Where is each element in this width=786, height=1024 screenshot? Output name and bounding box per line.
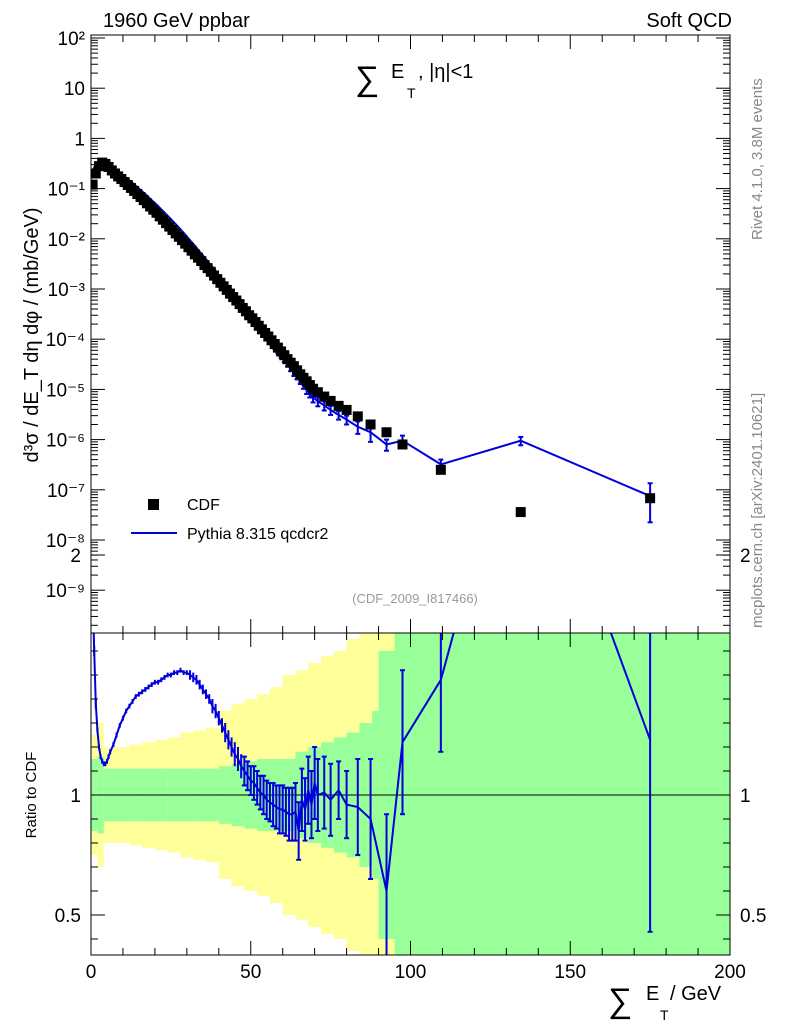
main-ylabel: d³σ / dE_T dη dφ / (mb/GeV)	[21, 207, 43, 462]
mcplots-label: mcplots.cern.ch [arXiv:2401.10621]	[749, 393, 766, 628]
cdf-data-point	[365, 419, 376, 430]
rivet-version-label: Rivet 4.1.0, 3.8M events	[749, 78, 766, 240]
ratio-y-tick-label-right: 1	[740, 786, 751, 807]
ratio-pythia-line	[92, 633, 652, 892]
main-plot-title: ∑ E T , |η|<1	[355, 60, 473, 101]
legend-label-cdf: CDF	[187, 497, 220, 514]
x-tick-label: 200	[714, 962, 746, 983]
x-tick-label: 50	[240, 962, 261, 983]
y-tick-label: 10⁻²	[48, 230, 86, 251]
ratio-y-tick-label: 1	[70, 786, 81, 807]
cdf-data-point	[333, 400, 344, 411]
ratio-ylabel: Ratio to CDF	[23, 752, 40, 839]
stat-band	[522, 633, 571, 955]
cdf-data-point	[397, 439, 408, 450]
xlabel-variable: E	[646, 983, 659, 1005]
y-tick-label: 1	[74, 129, 85, 150]
cdf-data-point	[325, 395, 336, 406]
x-tick-label: 0	[86, 962, 97, 983]
ratio-xlabel: ∑ E T / GeV	[608, 982, 722, 1023]
cdf-data-point	[515, 507, 526, 518]
stat-band	[442, 633, 475, 955]
y-tick-label: 10⁻³	[48, 280, 86, 301]
stat-band	[410, 633, 443, 955]
ratio-y-tick-label: 0.5	[55, 906, 81, 927]
title-cut: , |η|<1	[418, 61, 473, 83]
x-tick-label: 150	[554, 962, 586, 983]
xlabel-sum-symbol: ∑	[608, 982, 632, 1020]
xlabel-unit: / GeV	[670, 983, 722, 1005]
y-tick-label: 10	[64, 79, 85, 100]
y-tick-label: 10⁻¹	[48, 180, 86, 201]
title-variable: E	[391, 61, 404, 83]
analysis-id-label: (CDF_2009_I817466)	[352, 591, 478, 606]
legend-label-pythia: Pythia 8.315 qcdcr2	[187, 526, 329, 543]
y-tick-label: 10⁻⁴	[46, 330, 85, 351]
y-tick-label: 10⁻⁹	[46, 581, 85, 602]
cdf-data-point	[312, 387, 323, 398]
ratio-y-tick-label-right: 2	[740, 546, 751, 567]
stat-band	[474, 633, 523, 955]
header-category-label: Soft QCD	[646, 10, 732, 32]
header-energy-label: 1960 GeV ppbar	[103, 10, 250, 32]
y-tick-label: 10⁻⁵	[46, 380, 85, 401]
cdf-data-point	[341, 404, 352, 415]
cdf-data-point	[645, 493, 656, 504]
title-subscript: T	[407, 85, 416, 101]
cdf-data-point	[352, 411, 363, 422]
ratio-y-tick-label-right: 0.5	[740, 906, 766, 927]
y-tick-label: 10²	[58, 29, 85, 50]
pythia-line	[91, 158, 651, 498]
cdf-data-point	[435, 464, 446, 475]
y-tick-label: 10⁻⁷	[47, 481, 85, 502]
y-tick-label: 10⁻⁶	[46, 431, 85, 452]
main-plot-frame	[90, 34, 731, 634]
xlabel-subscript: T	[660, 1007, 669, 1023]
ratio-y-tick-label: 2	[70, 546, 81, 567]
cdf-data-point	[319, 391, 330, 402]
legend: CDF Pythia 8.315 qcdcr2	[131, 497, 329, 543]
cdf-data-point	[91, 179, 98, 190]
title-sum-symbol: ∑	[355, 60, 379, 98]
cdf-data-point	[381, 427, 392, 438]
ratio-plot-frame	[90, 632, 731, 956]
legend-marker-cdf	[148, 499, 159, 510]
main-plot: 10⁻⁹ 10⁻⁸ 10⁻⁷ 10⁻⁶ 10⁻⁵ 10⁻⁴ 10⁻³ 10⁻² 10⁻¹ 1 10 1…	[21, 29, 731, 634]
x-tick-label: 100	[395, 962, 427, 983]
y-tick-label: 10⁻⁸	[46, 531, 85, 552]
ratio-plot: 0.5 0.5 1 1 2 2 0 50 100 150 200 Ratio to CDF ∑ E …	[23, 546, 766, 1023]
